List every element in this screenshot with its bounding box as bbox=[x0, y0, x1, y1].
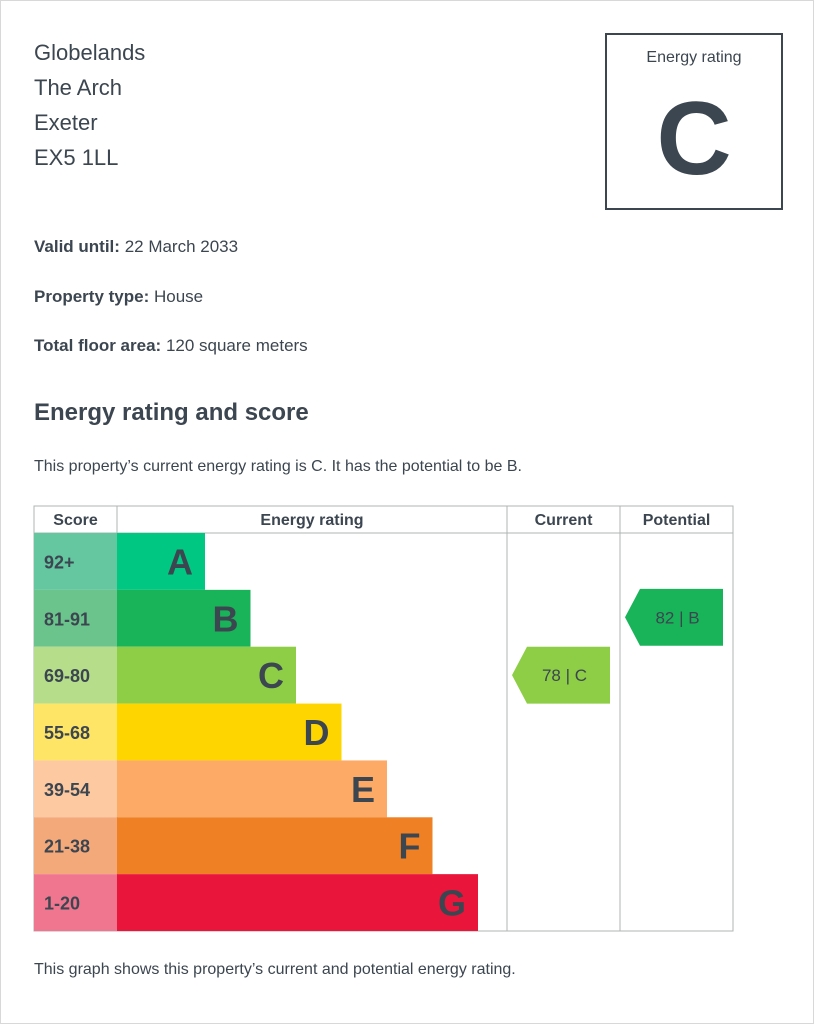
score-cell-g bbox=[34, 874, 117, 931]
address-line-2: The Arch bbox=[34, 75, 123, 100]
band-letter-b: B bbox=[213, 598, 239, 639]
band-letter-f: F bbox=[399, 826, 421, 867]
band-bar-d bbox=[117, 703, 342, 761]
total-floor-area: Total floor area: 120 square meters bbox=[34, 336, 308, 356]
energy-rating-box-letter: C bbox=[656, 81, 732, 197]
energy-rating-box-label: Energy rating bbox=[646, 49, 742, 66]
score-label-g: 1-20 bbox=[44, 894, 80, 914]
score-cell-a bbox=[34, 533, 117, 590]
property-type-value: House bbox=[153, 287, 204, 306]
score-label-b: 81-91 bbox=[44, 609, 90, 629]
score-cell-b bbox=[34, 589, 117, 647]
score-cell-e bbox=[34, 760, 117, 818]
energy-rating-chart: Score Energy rating Current Potential 92+ A 81… bbox=[33, 505, 735, 933]
score-label-e: 39-54 bbox=[44, 780, 90, 800]
property-address: Globelands The Arch Exeter EX5 1LL bbox=[34, 35, 145, 175]
score-label-d: 55-68 bbox=[44, 723, 90, 743]
energy-rating-box: Energy rating C bbox=[605, 33, 783, 210]
column-header-score: Score bbox=[53, 512, 98, 529]
column-header-energy-rating: Energy rating bbox=[260, 512, 363, 529]
potential-rating-arrow-label: 82 | B bbox=[655, 608, 699, 627]
band-bar-a bbox=[117, 533, 205, 590]
score-cell-d bbox=[34, 703, 117, 761]
address-line-1: Globelands bbox=[34, 40, 146, 65]
address-postcode: EX5 1LL bbox=[34, 145, 119, 170]
column-header-potential: Potential bbox=[643, 512, 711, 529]
score-cell-f bbox=[34, 817, 117, 875]
section-title: Energy rating and score bbox=[34, 399, 309, 426]
property-type-label: Property type: bbox=[34, 287, 150, 306]
band-bar-c bbox=[117, 646, 296, 704]
band-bar-f bbox=[117, 817, 433, 875]
floor-area-value: 120 square meters bbox=[165, 336, 308, 355]
current-rating-arrow-label: 78 | C bbox=[542, 666, 587, 685]
band-bar-g bbox=[117, 874, 478, 931]
chart-footer-note: This graph shows this property’s current… bbox=[34, 961, 516, 978]
current-rating-arrow bbox=[512, 646, 610, 704]
floor-area-label: Total floor area: bbox=[34, 336, 162, 355]
valid-until-label: Valid until: bbox=[34, 237, 120, 256]
band-bar-b bbox=[117, 589, 251, 647]
valid-until: Valid until: 22 March 2033 bbox=[34, 237, 238, 257]
energy-rating-chart-svg: Score Energy rating Current Potential 92+ A 81… bbox=[33, 505, 734, 932]
column-header-current: Current bbox=[535, 512, 593, 529]
band-bar-e bbox=[117, 760, 387, 818]
band-letter-e: E bbox=[351, 769, 375, 810]
band-letter-g: G bbox=[438, 883, 466, 924]
address-line-3: Exeter bbox=[34, 110, 98, 135]
band-letter-c: C bbox=[258, 655, 284, 696]
rating-summary: This property’s current energy rating is… bbox=[34, 458, 522, 475]
band-letter-d: D bbox=[304, 712, 330, 753]
score-label-a: 92+ bbox=[44, 552, 75, 572]
property-type: Property type: House bbox=[34, 287, 203, 307]
score-label-f: 21-38 bbox=[44, 837, 90, 857]
score-label-c: 69-80 bbox=[44, 666, 90, 686]
potential-rating-arrow bbox=[625, 588, 723, 646]
band-letter-a: A bbox=[167, 541, 193, 582]
valid-until-value: 22 March 2033 bbox=[124, 237, 239, 256]
score-cell-c bbox=[34, 646, 117, 704]
